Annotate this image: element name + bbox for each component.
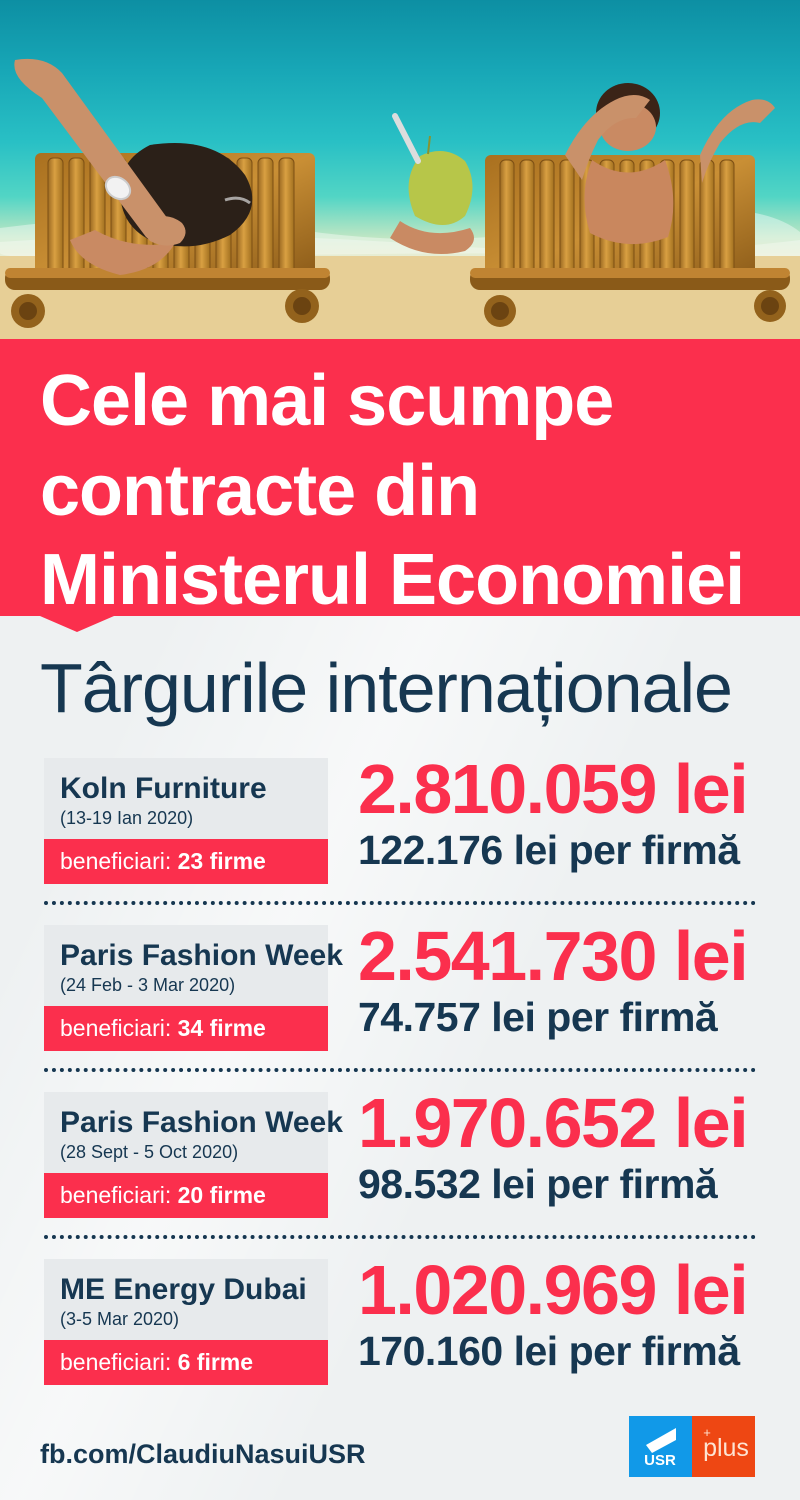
svg-text:USR: USR [644,1452,676,1469]
svg-text:+: + [703,1425,711,1440]
